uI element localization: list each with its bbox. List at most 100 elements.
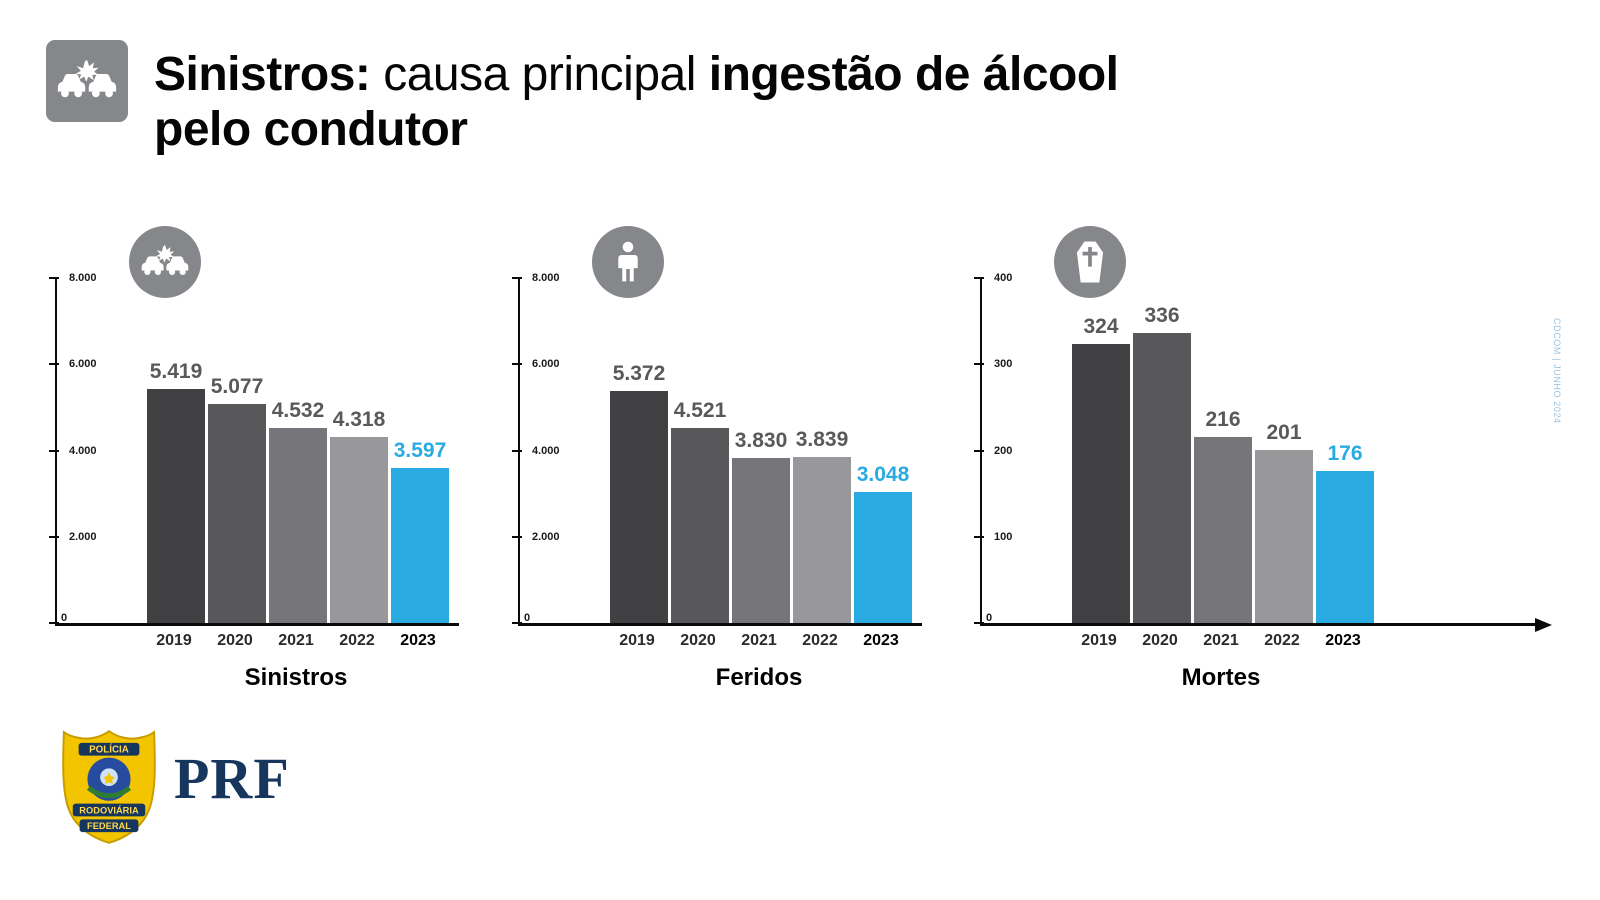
- title-regular: causa principal: [370, 48, 709, 101]
- bar-column: 216: [1194, 278, 1252, 623]
- bar: [793, 457, 851, 623]
- y-axis-tick-label: 0: [61, 612, 68, 625]
- bar-column: 201: [1255, 278, 1313, 623]
- bar-column: 324: [1072, 278, 1130, 623]
- bar-value-label: 201: [1266, 420, 1302, 444]
- bar-column: 336: [1133, 278, 1191, 623]
- coffin-glyph: [1076, 241, 1104, 283]
- y-axis-tick-label: 100: [994, 530, 1013, 543]
- tick-mark: [974, 277, 984, 279]
- bar-value-label: 176: [1327, 442, 1363, 466]
- x-axis-labels: 2019 2020 2021 2022 2023: [608, 632, 910, 650]
- plot-area: 8.000 6.000 4.000 2.000 0 5.419 5.077 4.532 4.3…: [49, 272, 459, 626]
- tick-mark: [974, 622, 984, 624]
- y-axis-tick-label: 4.000: [532, 444, 560, 457]
- bar-column: 4.318: [330, 278, 388, 623]
- y-axis-tick-label: 2.000: [69, 530, 97, 543]
- bar: [671, 428, 729, 623]
- x-axis-label: 2019: [156, 632, 192, 649]
- bar-value-label: 5.077: [210, 375, 264, 399]
- y-axis-tick-label: 4.000: [69, 444, 97, 457]
- bar: [1255, 449, 1313, 623]
- injured-person-glyph: [618, 241, 638, 282]
- chart-title: Sinistros: [244, 664, 348, 691]
- injured-person-icon: [592, 226, 664, 298]
- bar-column: 3.048: [854, 278, 912, 623]
- car-crash-glyph: [141, 245, 189, 275]
- chart-feridos: 8.000 6.000 4.000 2.000 0 5.372 4.521 3.830 3.8…: [512, 226, 948, 708]
- y-axis-tick-label: 0: [986, 612, 993, 625]
- bar-column: 3.830: [732, 278, 790, 623]
- bar: [732, 457, 790, 623]
- tick-mark: [974, 363, 984, 366]
- chart-mortes: 400 300 200 100 0 324 336 216 201 176 2019 2020 20…: [974, 226, 1565, 708]
- bar: [147, 389, 205, 623]
- x-axis-label: 2023: [863, 632, 899, 649]
- chart-title: Mortes: [1181, 664, 1261, 691]
- bars: 5.372 4.521 3.830 3.839 3.048: [610, 278, 912, 623]
- x-axis-labels: 2019 2020 2021 2022 2023: [145, 632, 447, 650]
- bar-value-label: 336: [1144, 304, 1180, 328]
- tick-mark: [512, 535, 522, 538]
- bar-column: 5.077: [208, 278, 266, 623]
- badge-text-federal: FEDERAL: [87, 821, 131, 831]
- bar-value-label: 3.830: [734, 428, 788, 452]
- bar-column: 5.419: [147, 278, 205, 623]
- bar-column: 176: [1316, 278, 1374, 623]
- title-bold-2: ingestão de álcool: [708, 48, 1119, 101]
- bar: [854, 491, 912, 623]
- bar: [330, 436, 388, 623]
- tick-mark: [512, 277, 522, 279]
- x-axis-arrow: [1535, 618, 1552, 632]
- bar: [1133, 333, 1191, 623]
- bar-column: 3.839: [793, 278, 851, 623]
- tick-mark: [512, 363, 522, 366]
- bar: [208, 404, 266, 623]
- bar-value-label: 4.532: [271, 398, 325, 422]
- bar-value-label: 216: [1205, 407, 1241, 431]
- x-axis-label: 2023: [400, 632, 436, 649]
- tick-mark: [512, 622, 522, 624]
- tick-mark: [974, 535, 984, 538]
- bars: 5.419 5.077 4.532 4.318 3.597: [147, 278, 449, 623]
- tick-mark: [49, 622, 59, 624]
- bar-value-label: 3.597: [393, 438, 447, 462]
- chart-sinistros: 8.000 6.000 4.000 2.000 0 5.419 5.077 4.532 4.3…: [49, 226, 485, 708]
- x-axis-label: 2022: [802, 632, 838, 649]
- car-crash-icon: [129, 226, 201, 298]
- x-axis-label: 2020: [680, 632, 716, 649]
- x-axis-label: 2019: [1081, 632, 1117, 649]
- tick-mark: [49, 449, 59, 452]
- x-axis-label: 2019: [619, 632, 655, 649]
- page-title: Sinistros: causa principal ingestão de á…: [154, 48, 1119, 157]
- y-axis-tick-label: 6.000: [532, 358, 560, 371]
- bar: [1316, 471, 1374, 623]
- y-axis-tick-label: 8.000: [69, 272, 97, 284]
- bar-value-label: 5.372: [612, 362, 666, 386]
- x-axis-label: 2023: [1325, 632, 1361, 649]
- bar-value-label: 3.839: [795, 428, 849, 452]
- y-axis-tick-label: 8.000: [532, 272, 560, 284]
- y-axis-tick-label: 400: [994, 272, 1013, 284]
- plot-area: 8.000 6.000 4.000 2.000 0 5.372 4.521 3.830 3.8…: [512, 272, 922, 626]
- y-axis-tick-label: 2.000: [532, 530, 560, 543]
- x-axis-label: 2020: [1142, 632, 1178, 649]
- title-line2: pelo condutor: [154, 102, 468, 156]
- bar-column: 4.521: [671, 278, 729, 623]
- title-bold-1: Sinistros:: [154, 48, 371, 101]
- tick-mark: [49, 363, 59, 366]
- bar-value-label: 4.521: [673, 399, 727, 423]
- x-axis-label: 2021: [278, 632, 314, 649]
- car-crash-icon: [46, 40, 128, 122]
- chart-title: Feridos: [715, 664, 803, 691]
- bar-value-label: 5.419: [149, 360, 203, 384]
- x-axis-label: 2022: [339, 632, 375, 649]
- badge-text-rodoviaria: RODOVIÁRIA: [79, 805, 139, 815]
- x-axis-labels: 2019 2020 2021 2022 2023: [1070, 632, 1372, 650]
- badge-text-policia: POLÍCIA: [89, 744, 129, 756]
- bars: 324 336 216 201 176: [1072, 278, 1374, 623]
- car-crash-glyph: [57, 59, 117, 98]
- bar-column: 4.532: [269, 278, 327, 623]
- y-axis-tick-label: 6.000: [69, 358, 97, 371]
